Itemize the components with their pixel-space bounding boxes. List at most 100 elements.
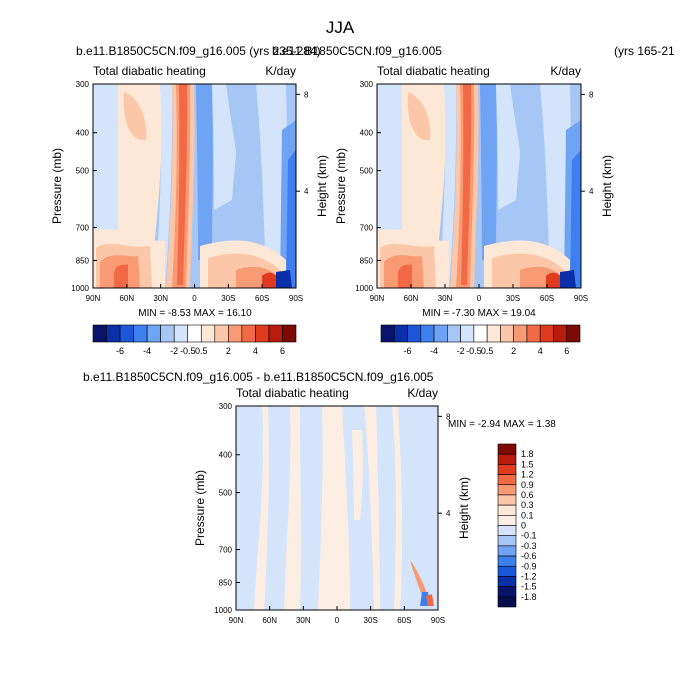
control-units: K/day [265,64,296,78]
main-colorbar-label: 4 [253,346,258,356]
control-x-tick-label: 30S [221,294,235,303]
main-colorbar-swatch [106,324,121,343]
main-colorbar-swatch [214,324,229,343]
control-y-tick-label: 850 [76,256,90,265]
diff-colorbar: 1.81.51.20.90.60.30.10-0.1-0.3-0.6-0.9-1… [497,443,537,608]
control-x-tick-label: 90S [289,294,303,303]
control-y-right-axis-label: Height (km) [315,155,329,217]
experiment-axes: Total diabatic heating K/day 90N 60N 30N 0 30S… [334,64,614,319]
difference-y-tick-label: 500 [219,489,233,498]
main-colorbar-label: 4 [538,346,543,356]
difference-heatmap-field [236,406,438,610]
main-colorbar-swatch [447,324,461,343]
main-colorbar-swatch [513,324,528,343]
diff-colorbar-label: -0.3 [521,541,537,551]
main-colorbar-swatch [420,324,435,343]
difference-min-max-stats: MIN = -2.94 MAX = 1.38 [448,419,556,430]
diff-colorbar-swatch [497,484,517,496]
control-y-right-tick-label: 8 [304,90,309,99]
diff-colorbar-label: 0 [521,521,526,531]
experiment-y-right-tick-label: 8 [589,90,594,99]
main-colorbar-swatch [255,324,270,343]
difference-x-tick-label: 0 [335,616,340,625]
diff-colorbar-label: -1.2 [521,571,537,581]
experiment-x-tick-label: 30S [506,294,520,303]
difference-units: K/day [407,386,438,400]
diff-colorbar-label: -0.9 [521,561,537,571]
control-y-right-tick-label: 4 [304,187,309,196]
main-colorbar-swatch [407,324,422,343]
control-y-tick-label: 500 [76,167,90,176]
control-min-max-stats: MIN = -8.53 MAX = 16.10 [138,308,252,319]
right-panel-header: b.e11.B1850C5CN.f09_g16.005 [272,44,442,58]
difference-x-tick-label: 60S [397,616,411,625]
main-colorbar-label: 2 [511,346,516,356]
control-x-tick-label: 30N [153,294,168,303]
main-colorbar-swatch [173,324,189,343]
diff-colorbar-swatch [497,515,517,526]
main-colorbar-swatch [92,324,107,343]
diff-colorbar-label: -0.6 [521,551,537,561]
difference-y-tick-label: 400 [219,451,233,460]
difference-y-tick-label: 700 [219,546,233,555]
control-x-tick-label: 0 [192,294,197,303]
control-y-tick-label: 300 [76,80,90,89]
control-heatmap-field [93,84,296,288]
main-colorbar-swatch [566,324,581,343]
diff-panel-header: b.e11.B1850C5CN.f09_g16.005 - b.e11.B185… [83,370,434,384]
main-colorbar-swatch [241,324,256,343]
diff-colorbar-swatch [497,494,517,506]
diff-colorbar-label: 0.9 [521,480,534,490]
main-colorbar-swatch [380,324,395,343]
diff-colorbar-label: 1.5 [521,459,534,469]
experiment-y-tick-label: 500 [360,167,374,176]
diff-colorbar-label: 1.8 [521,449,534,459]
control-subtitle: Total diabatic heating [93,64,206,78]
difference-y-right-axis-label: Height (km) [457,477,471,539]
main-colorbar-label: 6 [280,346,285,356]
main-colorbar-swatch [473,324,488,343]
diff-colorbar-swatch [497,504,517,516]
main-colorbar-swatch [393,324,408,343]
diff-colorbar-label: 1.2 [521,470,534,480]
diff-colorbar-swatch [497,453,517,465]
diff-colorbar-label: -0.1 [521,531,537,541]
main-colorbar-label: 0.5 [481,346,494,356]
control-x-tick-label: 60S [255,294,269,303]
main-colorbar-label: -0.5 [466,346,482,356]
difference-axes: Total diabatic heating K/day 90N 60N 30N 0 30S… [193,386,556,625]
control-y-tick-label: 700 [76,224,90,233]
main-colorbar-swatch [460,324,475,343]
main-colorbar-label: -4 [143,346,151,356]
diff-colorbar-swatch [497,576,517,587]
main-colorbar-swatch [553,324,568,343]
experiment-min-max-stats: MIN = -7.30 MAX = 19.04 [422,308,536,319]
main-colorbar-swatch [160,324,175,343]
main-colorbar-label: -6 [404,346,412,356]
difference-y-right-tick-label: 8 [446,412,451,421]
experiment-x-tick-label: 60N [404,294,419,303]
difference-y-right-tick-label: 4 [446,509,451,518]
main-colorbar-label: -6 [116,346,124,356]
control-axes: Total diabatic heating K/day 90N 60N 30N 0 30S… [50,64,329,319]
main-colorbar-label: 0.5 [195,346,208,356]
experiment-y-tick-label: 1000 [355,284,373,293]
main-colorbar-label: -0.5 [180,346,196,356]
diff-colorbar-swatch [497,525,517,536]
main-colorbar-swatch [187,324,202,343]
diff-colorbar-swatch [497,596,517,608]
experiment-heatmap-field [377,84,581,288]
diff-colorbar-label: -1.5 [521,582,537,592]
difference-subtitle: Total diabatic heating [236,386,349,400]
main-colorbar-swatch [539,324,554,343]
difference-x-tick-label: 60N [262,616,277,625]
diff-colorbar-label: -1.8 [521,592,537,602]
experiment-units: K/day [550,64,581,78]
difference-x-tick-label: 30S [364,616,378,625]
experiment-x-tick-label: 0 [477,294,482,303]
main-colorbar-label: -4 [430,346,438,356]
experiment-subtitle: Total diabatic heating [377,64,490,78]
main-colorbar: -6 -4 -2 -0.5 0.5 2 4 6 [380,324,581,356]
left-panel-header: b.e11.B1850C5CN.f09_g16.005 (yrs 235-284… [76,44,321,58]
